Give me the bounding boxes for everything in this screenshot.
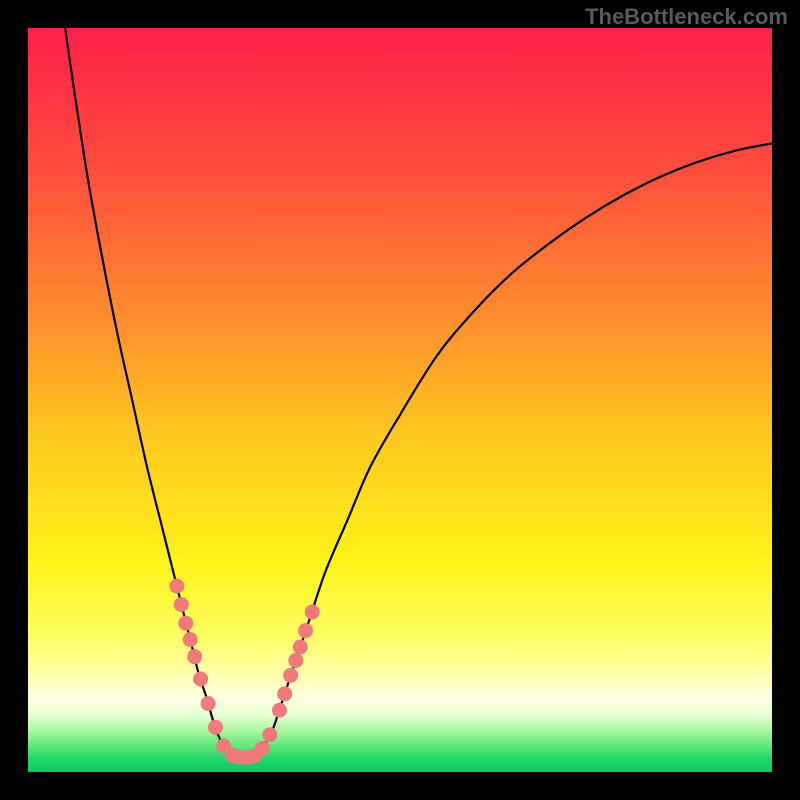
data-marker [170, 579, 184, 593]
data-marker [174, 598, 188, 612]
plot-background [28, 28, 772, 772]
chart-container: TheBottleneck.com [0, 0, 800, 800]
data-marker [305, 605, 319, 619]
data-marker [208, 720, 222, 734]
data-marker [201, 697, 215, 711]
data-marker [255, 741, 269, 755]
bottleneck-chart [0, 0, 800, 800]
data-marker [194, 672, 208, 686]
data-marker [299, 624, 313, 638]
data-marker [278, 687, 292, 701]
data-marker [179, 616, 193, 630]
data-marker [263, 728, 277, 742]
data-marker [272, 703, 286, 717]
watermark-text: TheBottleneck.com [585, 4, 788, 30]
data-marker [289, 653, 303, 667]
data-marker [188, 650, 202, 664]
data-marker [284, 668, 298, 682]
data-marker [293, 640, 307, 654]
data-marker [183, 633, 197, 647]
